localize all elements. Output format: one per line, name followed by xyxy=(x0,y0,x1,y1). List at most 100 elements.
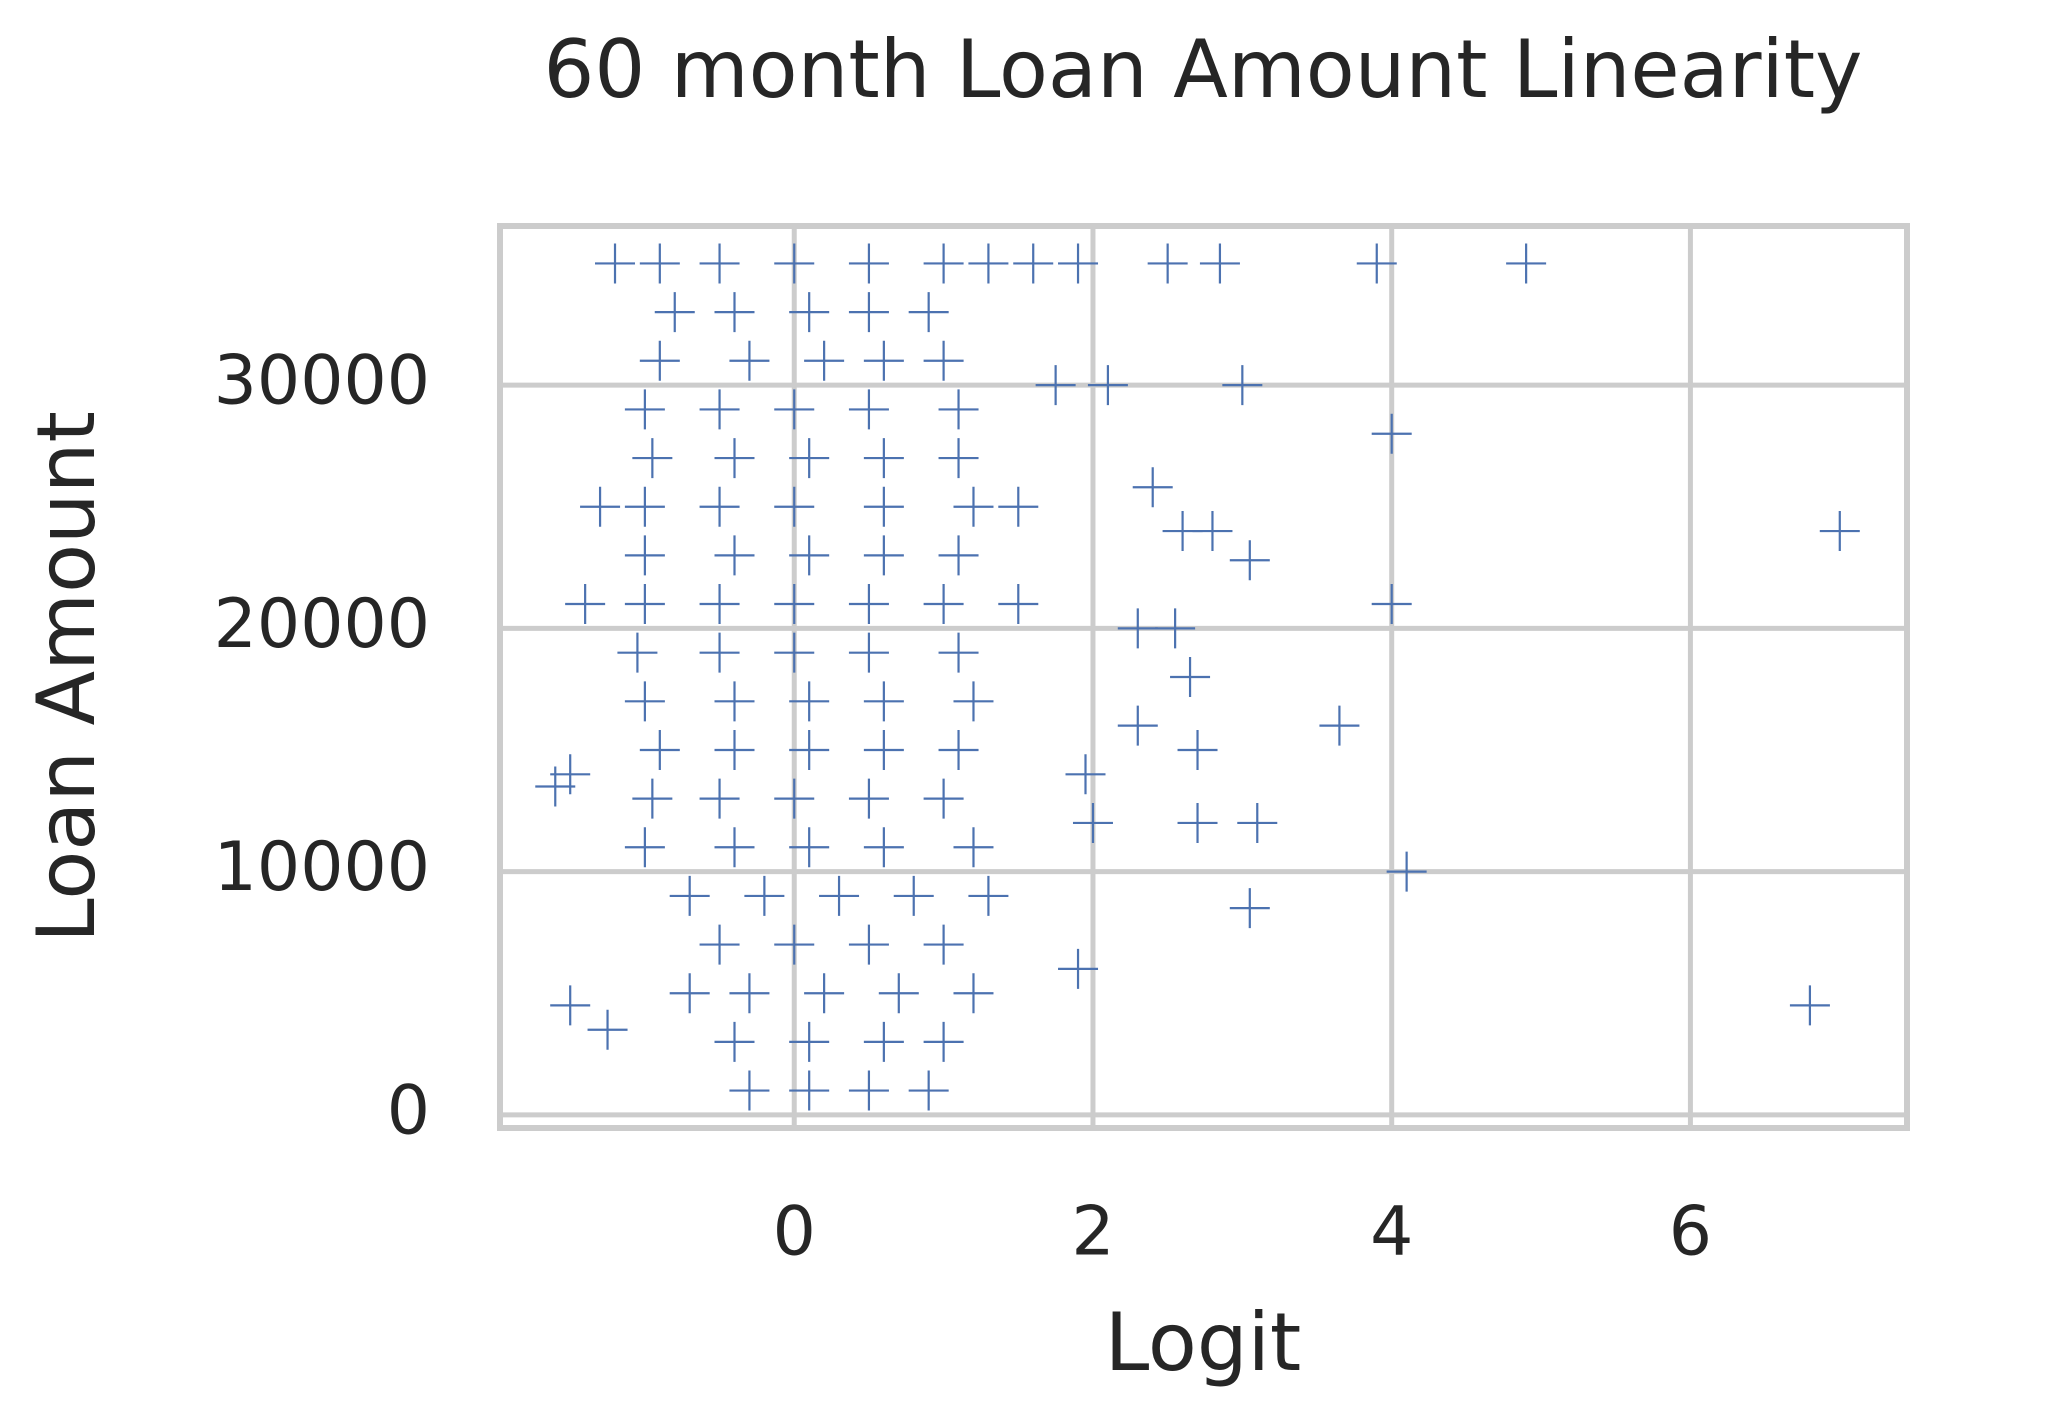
point xyxy=(714,827,755,868)
point xyxy=(1371,584,1412,625)
point xyxy=(699,584,740,625)
point xyxy=(1819,511,1860,552)
point xyxy=(923,924,964,965)
point xyxy=(714,438,755,479)
point xyxy=(1117,608,1158,649)
point xyxy=(1087,365,1128,406)
point xyxy=(1229,888,1270,929)
point xyxy=(923,584,964,625)
x-tick-label: 6 xyxy=(1669,1193,1712,1272)
point xyxy=(863,535,904,576)
point xyxy=(1170,657,1211,697)
point xyxy=(1356,243,1397,284)
point xyxy=(819,875,860,916)
point xyxy=(878,973,919,1014)
point xyxy=(923,1021,964,1062)
point xyxy=(565,584,606,625)
point xyxy=(789,535,830,576)
point xyxy=(550,985,591,1026)
point xyxy=(863,729,904,770)
point xyxy=(535,766,576,807)
point xyxy=(863,1021,904,1062)
point xyxy=(938,729,979,770)
point xyxy=(908,1070,949,1111)
point xyxy=(624,486,665,527)
y-tick-label: 10000 xyxy=(214,828,430,907)
y-tick-label: 0 xyxy=(387,1071,430,1150)
point xyxy=(1035,365,1076,406)
x-tick-label: 2 xyxy=(1071,1193,1114,1272)
point xyxy=(774,389,815,430)
point xyxy=(789,438,830,479)
point xyxy=(699,243,740,284)
point xyxy=(624,584,665,625)
point xyxy=(848,584,889,625)
point xyxy=(968,875,1009,916)
point xyxy=(714,292,755,333)
point xyxy=(893,875,934,916)
point xyxy=(938,438,979,479)
point xyxy=(1058,243,1099,284)
plot-frame xyxy=(497,223,1910,1131)
point xyxy=(1789,985,1830,1026)
point xyxy=(968,243,1009,284)
point xyxy=(953,681,994,722)
point xyxy=(923,778,964,819)
point xyxy=(1506,243,1547,284)
point xyxy=(848,389,889,430)
y-tick-label: 30000 xyxy=(214,342,430,421)
point xyxy=(699,778,740,819)
point xyxy=(1013,243,1054,284)
point xyxy=(789,681,830,722)
point xyxy=(1177,729,1218,770)
point xyxy=(789,292,830,333)
point xyxy=(632,438,673,479)
point xyxy=(595,243,636,284)
point xyxy=(1147,243,1188,284)
point xyxy=(923,340,964,381)
point xyxy=(938,535,979,576)
x-tick-label: 0 xyxy=(773,1193,816,1272)
point xyxy=(1229,540,1270,581)
point xyxy=(1222,365,1263,406)
y-tick-label: 20000 xyxy=(214,585,430,664)
point xyxy=(669,875,710,916)
x-axis-label: Logit xyxy=(1105,1296,1301,1389)
point xyxy=(863,827,904,868)
chart-title: 60 month Loan Amount Linearity xyxy=(544,23,1863,116)
point xyxy=(863,340,904,381)
point xyxy=(774,778,815,819)
point xyxy=(774,584,815,625)
point xyxy=(938,389,979,430)
point xyxy=(587,1009,628,1050)
point xyxy=(789,827,830,868)
point xyxy=(848,243,889,284)
point xyxy=(624,535,665,576)
point xyxy=(848,1070,889,1111)
point xyxy=(938,632,979,673)
point xyxy=(1065,754,1106,795)
point xyxy=(624,681,665,722)
point xyxy=(639,729,680,770)
point xyxy=(714,535,755,576)
point xyxy=(632,778,673,819)
point xyxy=(848,924,889,965)
point xyxy=(908,292,949,333)
point xyxy=(729,340,770,381)
point xyxy=(699,389,740,430)
point xyxy=(624,827,665,868)
point xyxy=(1319,705,1360,746)
point xyxy=(744,875,785,916)
point xyxy=(953,486,994,527)
point xyxy=(729,973,770,1014)
point xyxy=(669,973,710,1014)
point xyxy=(1058,948,1099,989)
point xyxy=(998,584,1039,625)
point xyxy=(1117,705,1158,746)
point xyxy=(624,389,665,430)
point xyxy=(863,681,904,722)
point xyxy=(699,632,740,673)
x-tick-label: 4 xyxy=(1370,1193,1413,1272)
point xyxy=(1162,511,1203,552)
point xyxy=(1177,802,1218,843)
